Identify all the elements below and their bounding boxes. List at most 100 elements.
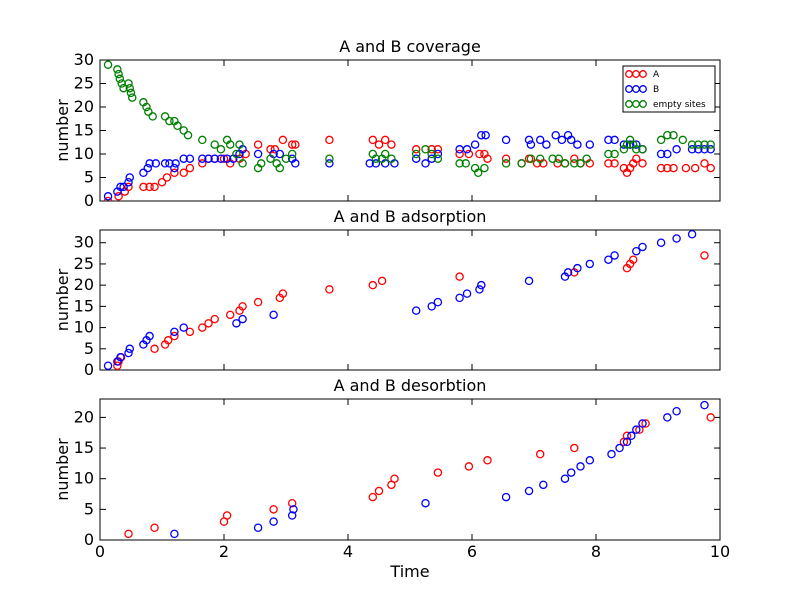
data-point bbox=[219, 154, 229, 163]
data-point bbox=[162, 173, 172, 182]
data-point bbox=[501, 159, 511, 168]
data-point bbox=[143, 163, 152, 173]
data-point bbox=[632, 246, 641, 256]
data-point bbox=[524, 135, 534, 145]
data-point bbox=[700, 251, 709, 260]
data-point bbox=[638, 145, 647, 154]
x-tick-label: 6 bbox=[467, 542, 477, 561]
data-point bbox=[656, 238, 666, 247]
data-point bbox=[604, 149, 613, 159]
data-point bbox=[160, 112, 170, 121]
data-point bbox=[198, 135, 207, 145]
data-point bbox=[582, 154, 591, 163]
data-point bbox=[481, 130, 490, 140]
data-point bbox=[706, 145, 715, 154]
data-point bbox=[433, 145, 443, 154]
data-point bbox=[585, 140, 595, 149]
data-point bbox=[638, 419, 647, 428]
data-point bbox=[669, 130, 678, 140]
data-point bbox=[706, 413, 715, 422]
data-point bbox=[170, 529, 179, 539]
data-point bbox=[672, 145, 681, 154]
data-point bbox=[170, 331, 179, 341]
data-point bbox=[551, 130, 560, 140]
y-tick-label: 20 bbox=[74, 407, 94, 426]
data-point bbox=[116, 182, 125, 192]
data-point bbox=[210, 154, 219, 163]
x-tick-label: 8 bbox=[591, 542, 601, 561]
data-point bbox=[687, 145, 697, 154]
data-point bbox=[198, 154, 207, 163]
data-points bbox=[124, 400, 715, 539]
data-point bbox=[371, 159, 381, 168]
data-point bbox=[185, 154, 195, 163]
data-point bbox=[622, 437, 632, 447]
adsorption-panel: 0 5 10 15 20 25 30 A and B adsorption number bbox=[53, 207, 721, 379]
data-point bbox=[524, 276, 534, 286]
data-point bbox=[669, 163, 678, 173]
data-point bbox=[455, 293, 464, 303]
data-point bbox=[148, 112, 157, 121]
data-point bbox=[554, 154, 564, 163]
data-point bbox=[179, 126, 188, 135]
y-tick-label: 30 bbox=[74, 233, 94, 252]
data-point bbox=[377, 276, 387, 286]
data-point bbox=[455, 272, 464, 281]
data-point bbox=[563, 268, 573, 277]
data-point bbox=[433, 149, 443, 159]
data-point bbox=[681, 163, 691, 173]
data-point bbox=[433, 297, 443, 307]
data-point bbox=[380, 135, 390, 145]
data-point bbox=[433, 154, 443, 163]
data-point bbox=[253, 523, 263, 532]
x-tick-label: 10 bbox=[710, 542, 730, 561]
y-tick-label: 5 bbox=[84, 339, 94, 358]
data-point bbox=[632, 425, 641, 434]
data-point bbox=[573, 140, 582, 149]
data-point bbox=[113, 361, 122, 370]
y-tick-label: 20 bbox=[74, 97, 94, 116]
data-point bbox=[427, 149, 436, 159]
data-point bbox=[411, 145, 421, 154]
y-tick-label: 10 bbox=[74, 318, 94, 337]
data-point bbox=[126, 88, 136, 98]
y-tick-label: 0 bbox=[84, 360, 94, 379]
legend-label: A bbox=[653, 70, 660, 80]
data-point bbox=[475, 149, 484, 159]
data-point bbox=[455, 159, 464, 168]
data-point bbox=[480, 163, 489, 173]
data-point bbox=[632, 145, 641, 154]
data-point bbox=[627, 431, 636, 441]
data-point bbox=[281, 154, 291, 163]
data-point bbox=[225, 310, 235, 320]
data-point bbox=[570, 154, 579, 163]
data-point bbox=[638, 159, 647, 168]
data-point bbox=[278, 135, 288, 145]
data-point bbox=[470, 140, 480, 149]
y-axis-label: number bbox=[53, 99, 72, 162]
data-point bbox=[604, 159, 613, 168]
data-point bbox=[179, 323, 188, 332]
data-point bbox=[656, 135, 666, 145]
data-point bbox=[576, 462, 585, 471]
data-point bbox=[256, 159, 266, 168]
chart-title: A and B adsorption bbox=[334, 207, 487, 226]
data-point bbox=[694, 140, 703, 149]
y-tick-label: 15 bbox=[74, 438, 94, 457]
data-point bbox=[253, 149, 263, 159]
plot-area bbox=[99, 398, 721, 541]
data-point bbox=[114, 69, 123, 79]
x-axis-label: Time bbox=[389, 562, 429, 581]
data-point bbox=[700, 140, 709, 149]
plot-area bbox=[99, 59, 721, 202]
data-point bbox=[222, 511, 232, 520]
data-point bbox=[266, 154, 275, 163]
data-point bbox=[116, 353, 125, 362]
data-point bbox=[477, 280, 486, 290]
data-point bbox=[204, 319, 213, 328]
data-point bbox=[632, 140, 641, 149]
data-point bbox=[535, 154, 545, 163]
data-point bbox=[663, 163, 672, 173]
data-point bbox=[526, 140, 536, 149]
data-point bbox=[287, 140, 297, 149]
